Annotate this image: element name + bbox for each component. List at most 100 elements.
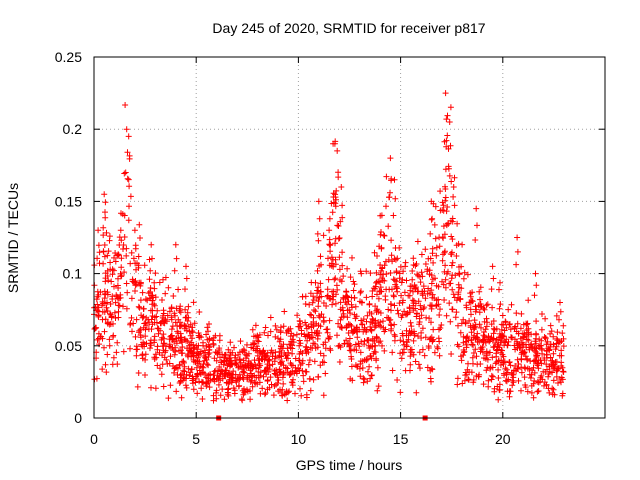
data-point [479,337,486,344]
data-point [446,300,453,307]
data-point [481,333,488,340]
data-point [350,278,357,285]
data-point [429,215,436,222]
data-point [473,353,480,360]
data-point [508,301,515,308]
data-point [532,338,539,345]
data-point [137,280,144,287]
data-point [135,329,142,336]
data-point [413,284,419,291]
data-point [350,287,357,294]
data-point [407,319,414,326]
data-point [344,265,351,272]
data-point [149,255,155,262]
data-point [332,203,339,210]
data-point [171,365,178,372]
data-point [372,342,379,349]
data-point [259,351,266,358]
data-point [490,325,497,332]
data-point [184,309,191,316]
data-point [262,390,269,396]
data-point [359,365,366,371]
data-point [174,328,181,335]
data-point [428,319,434,326]
data-point [100,224,107,231]
data-point [366,309,373,316]
data-point [182,323,189,330]
data-point [106,237,113,244]
data-point [528,389,535,396]
data-point [168,304,175,311]
data-point [512,346,519,353]
data-point [212,332,219,339]
data-point [262,352,269,359]
data-point [285,326,292,333]
data-point [518,310,525,317]
data-point [474,330,481,337]
data-point [468,329,475,336]
data-point [264,378,271,384]
data-point [417,279,424,286]
data-point [416,349,423,356]
data-point [559,330,566,337]
data-point [558,347,565,354]
data-point [495,375,502,381]
data-point [92,324,99,331]
data-point [375,319,382,326]
data-point [416,319,423,325]
data-point [418,335,425,341]
data-point [117,227,124,234]
data-point [523,327,530,334]
data-point [425,345,432,351]
data-point [326,242,333,249]
data-point [94,301,101,308]
data-point [248,361,255,368]
data-point [325,255,331,262]
data-point [151,301,157,308]
data-point [457,329,464,336]
data-point [446,280,453,287]
data-point [203,343,210,350]
data-point [375,295,382,302]
data-point [325,335,332,342]
data-point [205,362,212,369]
data-point [102,199,109,206]
data-point [550,377,557,384]
data-point [357,361,364,367]
data-point [518,355,525,362]
data-point [351,328,358,334]
data-point [458,357,465,364]
data-point [206,384,213,391]
chart-title: Day 245 of 2020, SRMTID for receiver p81… [212,20,485,36]
data-point [503,378,510,385]
data-point [107,310,113,317]
data-point [191,320,198,327]
data-point [514,234,521,241]
data-point [269,361,276,368]
data-point [237,374,244,381]
data-point [289,350,296,357]
data-point [198,378,205,385]
data-point [145,316,152,323]
data-point [336,359,343,365]
data-point [156,349,163,356]
data-point [487,349,493,356]
data-point [542,335,549,342]
data-point [376,243,383,250]
y-tick-label: 0 [74,410,82,426]
data-points [91,90,567,404]
data-point [167,382,174,389]
data-point [525,297,532,304]
data-point [302,301,309,307]
data-point [157,365,163,372]
data-point [102,300,108,307]
data-point [345,330,352,336]
data-point [227,339,234,346]
data-point [497,362,504,368]
data-point [495,357,502,364]
data-point [184,318,191,324]
data-point [394,288,401,295]
data-point [497,339,504,346]
data-point [356,343,363,350]
data-point [448,233,455,240]
